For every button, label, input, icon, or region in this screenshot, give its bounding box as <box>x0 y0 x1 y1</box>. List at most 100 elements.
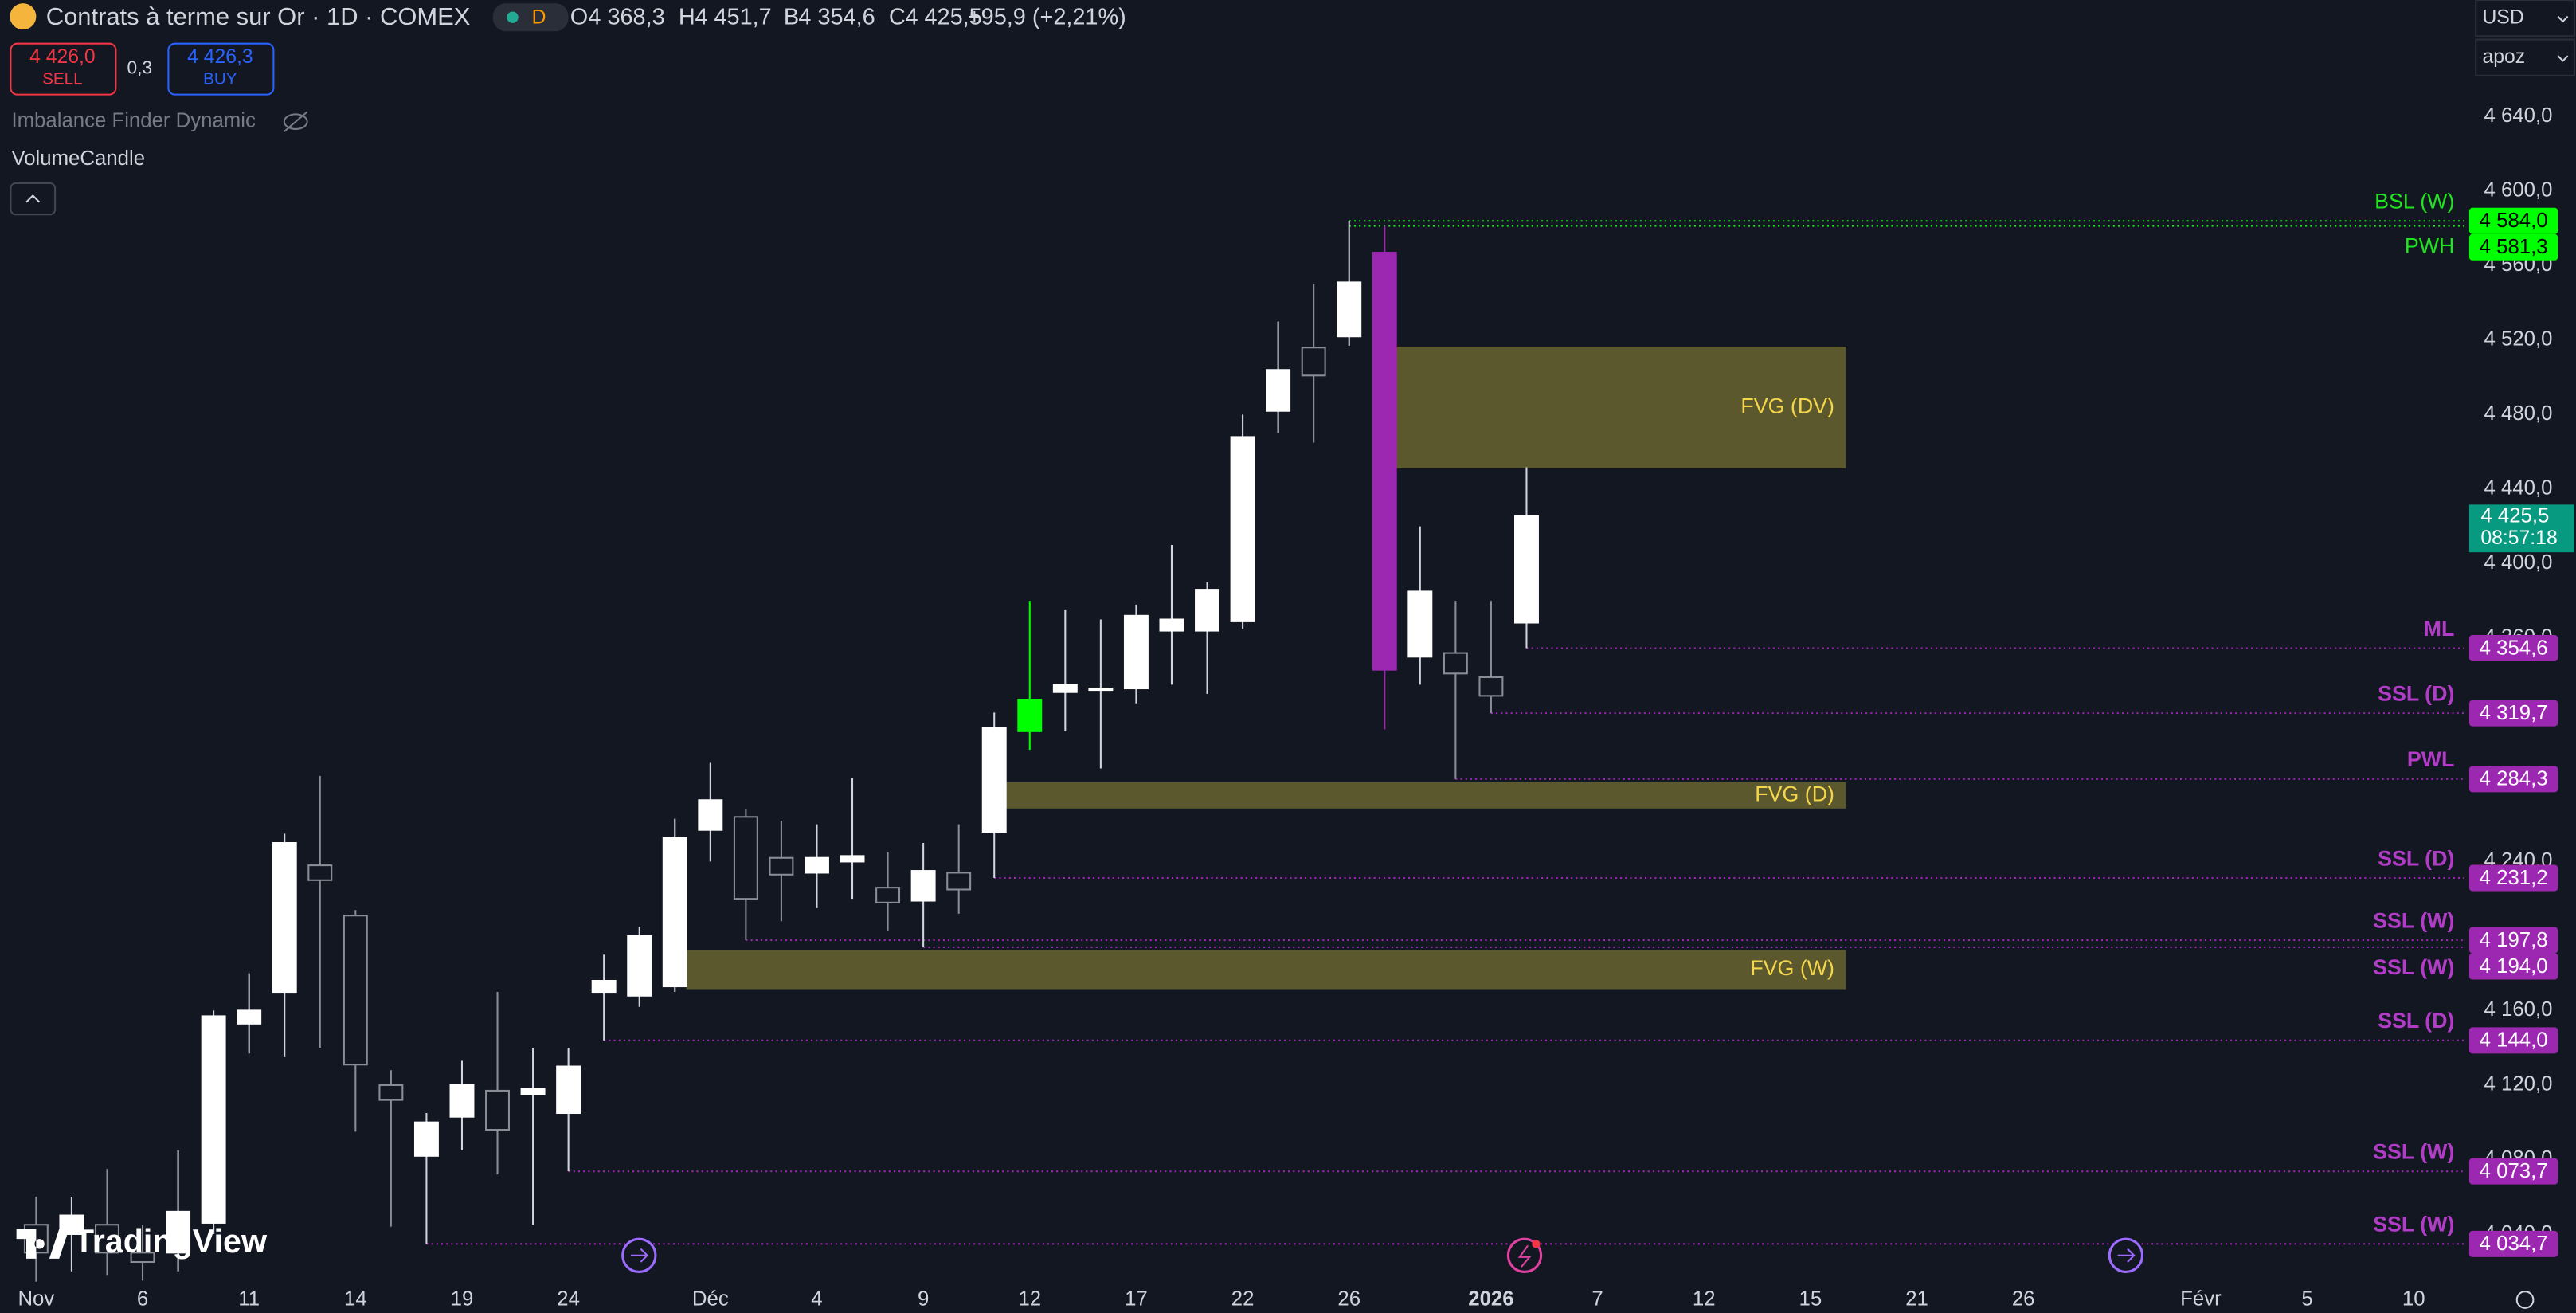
x-tick-label: Déc <box>692 1288 729 1310</box>
candle-body <box>1337 281 1362 338</box>
level-badge <box>2468 207 2558 234</box>
sell-button[interactable] <box>10 42 117 96</box>
status-badge[interactable] <box>492 3 569 32</box>
x-tick-label: 15 <box>1799 1288 1822 1310</box>
x-tick-label: 9 <box>918 1288 929 1310</box>
candle-body <box>413 1121 439 1157</box>
candle-body <box>840 855 865 863</box>
level-badge <box>2468 1158 2558 1185</box>
currency-select[interactable] <box>2475 0 2575 37</box>
x-tick-label: Févr <box>2180 1288 2222 1310</box>
settings-icon[interactable] <box>2515 1291 2535 1309</box>
level-badge <box>2468 766 2558 793</box>
event-dot <box>1532 1240 1541 1248</box>
eye-icon <box>283 113 308 130</box>
user-select[interactable] <box>2475 38 2575 76</box>
candle-body <box>875 887 901 903</box>
fvg-zone <box>1005 782 1846 809</box>
indicator-name[interactable]: Imbalance Finder Dynamic <box>11 109 256 131</box>
x-tick-label: 26 <box>2012 1288 2035 1310</box>
y-tick-label: 4 600,0 <box>2484 179 2553 202</box>
ohlc-key: O <box>570 4 588 29</box>
candle-body <box>343 915 368 1066</box>
countdown: 08:57:18 <box>2480 527 2557 549</box>
hide-icon[interactable] <box>283 111 308 132</box>
candle-body <box>1407 590 1433 658</box>
level-label: BSL (W) <box>2374 190 2454 214</box>
fvg-label: FVG (D) <box>1755 782 1834 805</box>
candle-body <box>201 1015 226 1224</box>
candle-body <box>378 1084 404 1101</box>
x-tick-label: 26 <box>1337 1288 1360 1310</box>
ohlc-value: 4 368,3 <box>588 4 664 29</box>
event-arrow <box>2117 1248 2136 1263</box>
x-tick-label: 12 <box>1693 1288 1716 1310</box>
level-value: 4 144,0 <box>2480 1029 2548 1052</box>
event-icon[interactable] <box>1506 1237 1543 1273</box>
y-tick-label: 4 440,0 <box>2484 477 2553 500</box>
level-badge <box>2468 1027 2558 1054</box>
ohlc-key: C <box>889 4 906 29</box>
level-label: SSL (W) <box>2373 1140 2454 1164</box>
event-arrow <box>631 1248 649 1263</box>
candle-body <box>769 856 794 876</box>
candle-body <box>733 816 758 900</box>
collapse-button[interactable] <box>10 182 57 216</box>
fvg-label: FVG (W) <box>1750 956 1834 980</box>
spread: 0,3 <box>127 57 153 78</box>
buy-button[interactable] <box>167 42 275 96</box>
y-tick-label: 4 640,0 <box>2484 104 2553 127</box>
candle-body <box>1443 652 1468 675</box>
candle-body <box>95 1224 119 1254</box>
candle-body <box>1478 676 1504 697</box>
candle-body <box>698 799 723 831</box>
candle-body <box>166 1210 191 1254</box>
eye-slash <box>284 111 308 132</box>
y-tick-label: 4 480,0 <box>2484 402 2553 425</box>
candle-body <box>1372 251 1397 671</box>
x-tick-label: 14 <box>344 1288 367 1310</box>
logo-text: TradingView <box>74 1223 268 1260</box>
watermark: TradingView <box>16 1223 268 1260</box>
x-tick-label: 4 <box>811 1288 822 1310</box>
candle-body <box>237 1009 262 1025</box>
candle-body <box>1017 699 1043 732</box>
level-badge <box>2468 927 2558 954</box>
candle-body <box>130 1252 155 1264</box>
user: apoz <box>2482 46 2525 68</box>
level-value: 4 197,8 <box>2480 929 2548 951</box>
candle-body <box>1514 515 1539 624</box>
candle-body <box>485 1089 510 1131</box>
x-tick-label: 10 <box>2402 1288 2425 1310</box>
y-tick-label: 4 120,0 <box>2484 1073 2553 1095</box>
level-label: SSL (W) <box>2373 908 2454 932</box>
level-value: 4 284,3 <box>2480 768 2548 790</box>
buy-label: BUY <box>203 70 237 88</box>
candle-body <box>449 1084 475 1118</box>
candle-body <box>946 872 972 891</box>
event-bolt <box>1517 1244 1532 1268</box>
chevron-icon <box>2557 15 2569 23</box>
logo-icon <box>16 1229 69 1259</box>
level-label: ML <box>2424 617 2455 641</box>
candle-body <box>1159 618 1184 632</box>
symbol-icon <box>10 3 37 30</box>
x-tick-label: 17 <box>1125 1288 1148 1310</box>
ohlc-value: 4 451,7 <box>695 4 771 29</box>
candle-body <box>591 979 617 994</box>
indicator-name[interactable]: VolumeCandle <box>11 147 145 170</box>
level-value: 4 354,6 <box>2480 637 2548 659</box>
x-tick-label: 5 <box>2301 1288 2312 1310</box>
level-badge <box>2468 635 2558 662</box>
level-badge <box>2468 864 2558 892</box>
plot-area: FVG (DV) FVG (D) FVG (W) <box>23 220 2464 1282</box>
symbol[interactable]: Contrats à terme sur Or · 1D · COMEX <box>46 2 471 30</box>
x-tick-label: Nov <box>18 1288 54 1310</box>
chevron-icon <box>25 194 41 203</box>
candle-body <box>1195 589 1219 632</box>
level-value: 4 194,0 <box>2480 955 2548 978</box>
level-label: SSL (D) <box>2378 846 2454 870</box>
